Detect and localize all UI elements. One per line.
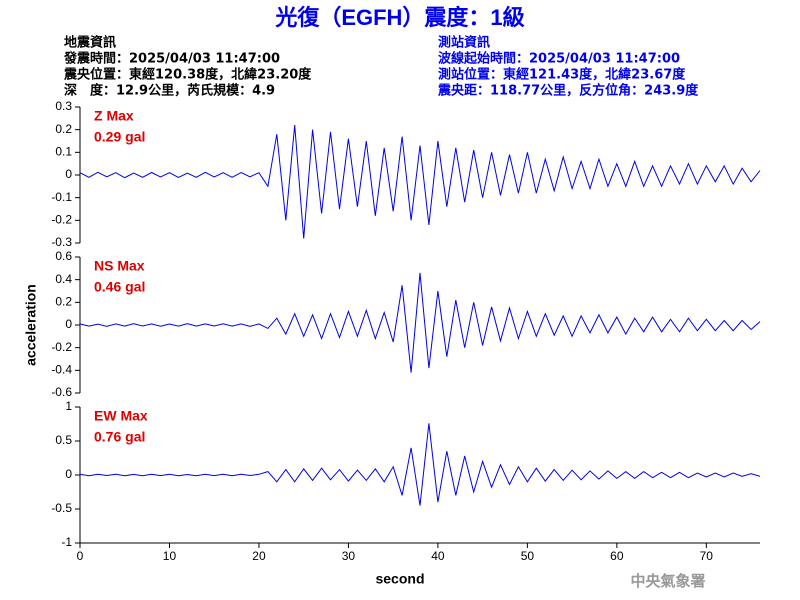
x-tick-label: 50 — [521, 549, 535, 563]
y-tick-label: -0.3 — [51, 235, 72, 249]
x-axis-label: second — [375, 571, 424, 587]
footer: 中央氣象署 — [630, 572, 705, 590]
y-tick-label: -0.4 — [51, 363, 72, 377]
waveform — [79, 125, 761, 239]
info-left: 地震資訊 — [64, 35, 116, 51]
y-tick-label: -0.2 — [51, 340, 72, 354]
y-tick-label: 1 — [65, 399, 72, 413]
x-tick-label: 30 — [342, 549, 356, 563]
x-tick-label: 60 — [610, 549, 624, 563]
x-tick-label: 20 — [252, 549, 266, 563]
info-left: 發震時間：2025/04/03 11:47:00 — [63, 51, 280, 67]
x-tick-label: 10 — [163, 549, 177, 563]
x-tick-label: 70 — [700, 549, 714, 563]
annotation: 0.29 gal — [94, 129, 145, 145]
info-left: 震央位置：東經120.38度，北緯23.20度 — [63, 67, 312, 83]
y-tick-label: 0.1 — [55, 145, 72, 159]
info-right: 波線起始時間：2025/04/03 11:47:00 — [438, 51, 680, 67]
y-axis-label: acceleration — [23, 284, 39, 366]
info-left: 深 度：12.9公里，芮氏規模：4.9 — [64, 83, 275, 99]
y-tick-label: -0.5 — [51, 501, 72, 515]
annotation: EW Max — [94, 408, 148, 424]
y-tick-label: -1 — [61, 535, 72, 549]
y-tick-label: 0.5 — [55, 433, 72, 447]
y-tick-label: 0.3 — [55, 99, 72, 113]
waveform — [79, 423, 761, 506]
y-tick-label: 0 — [65, 167, 72, 181]
y-tick-label: 0.6 — [55, 249, 72, 263]
y-tick-label: -0.1 — [51, 190, 72, 204]
annotation: 0.76 gal — [94, 429, 145, 445]
y-tick-label: -0.2 — [51, 213, 72, 227]
y-tick-label: 0 — [65, 317, 72, 331]
y-tick-label: -0.6 — [51, 385, 72, 399]
info-right: 震央距：118.77公里，反方位角：243.9度 — [437, 83, 699, 99]
y-tick-label: 0.2 — [55, 122, 72, 136]
chart-title: 光復（EGFH）震度：1級 — [274, 5, 524, 30]
info-right: 測站資訊 — [438, 35, 490, 51]
annotation: 0.46 gal — [94, 279, 145, 295]
annotation: NS Max — [94, 258, 145, 274]
y-tick-label: 0.4 — [55, 272, 72, 286]
info-right: 測站位置：東經121.43度，北緯23.67度 — [438, 67, 686, 83]
waveform — [79, 272, 761, 373]
x-tick-label: 0 — [77, 549, 84, 563]
annotation: Z Max — [94, 108, 134, 124]
y-tick-label: 0.2 — [55, 295, 72, 309]
x-tick-label: 40 — [431, 549, 445, 563]
y-tick-label: 0 — [65, 467, 72, 481]
